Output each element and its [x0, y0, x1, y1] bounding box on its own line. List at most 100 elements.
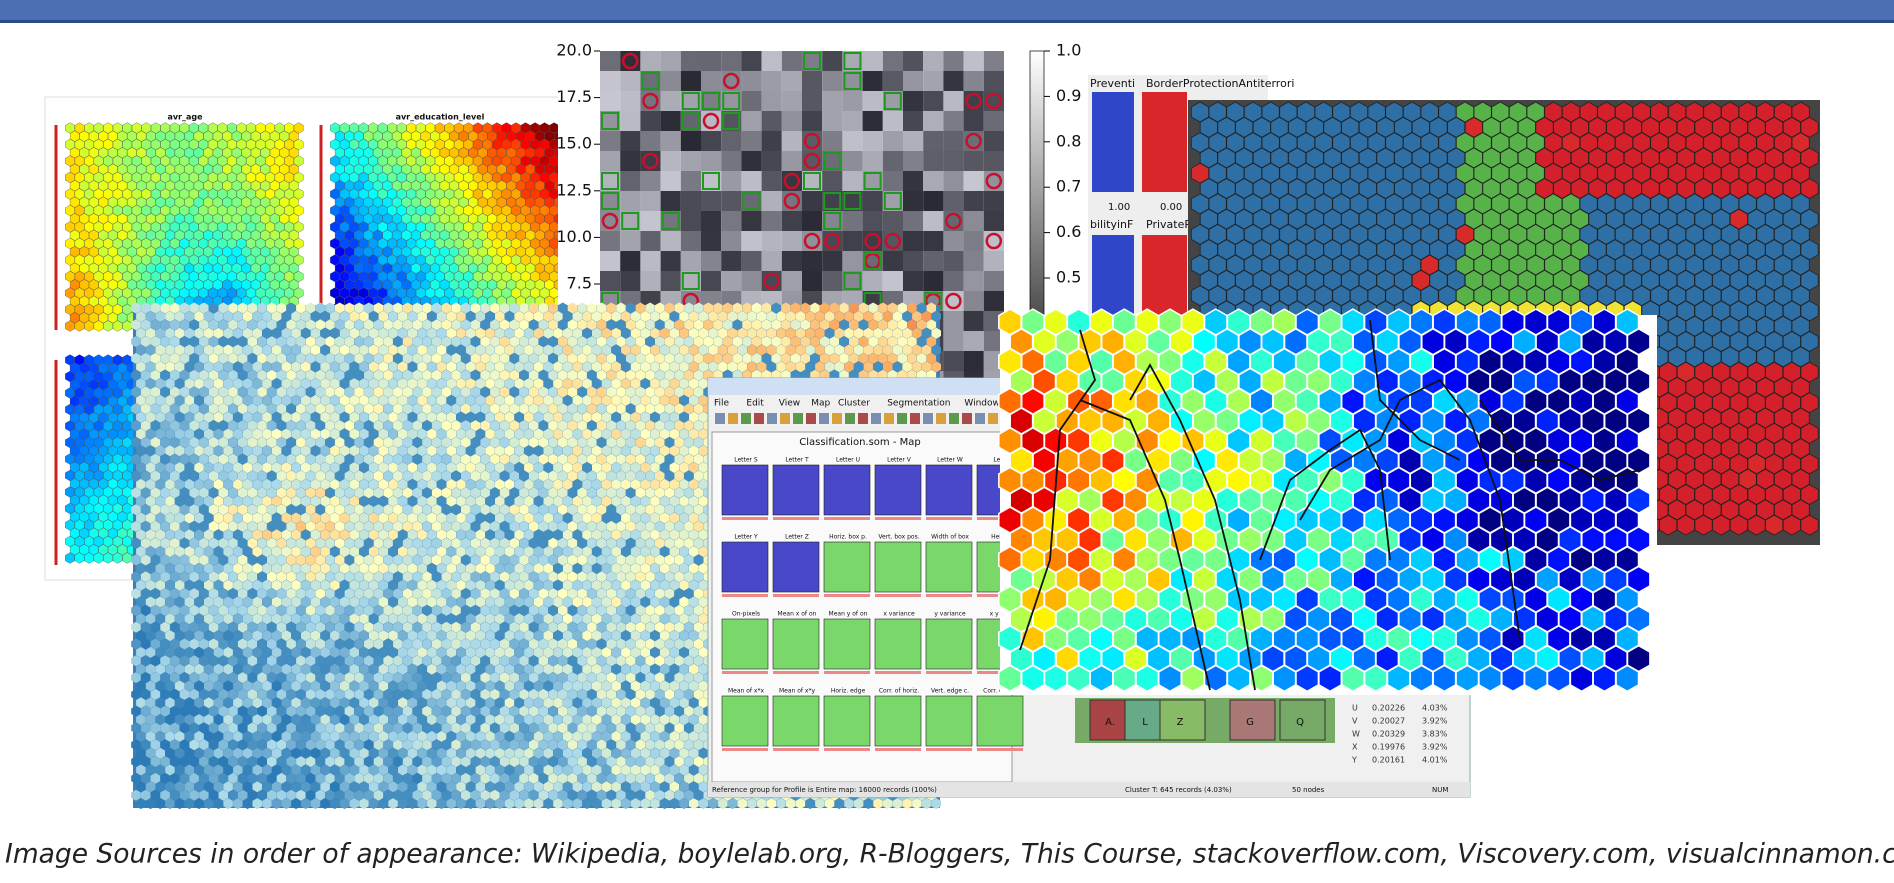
hex-cell: [150, 270, 161, 283]
hex-cell: [265, 188, 275, 200]
heat-cell: [822, 171, 843, 191]
hex-cell: [69, 147, 80, 159]
hex-cell: [122, 204, 132, 217]
hex-cell: [289, 130, 299, 142]
heat-cell: [903, 211, 924, 231]
hex-cell: [289, 229, 299, 241]
hex-cell: [165, 229, 175, 241]
hex-cell: [274, 204, 285, 217]
hex-cell: [179, 254, 190, 266]
hex-cell: [179, 171, 190, 184]
hex-cell: [141, 221, 152, 233]
hex-cell: [231, 163, 242, 175]
hex-cell: [141, 155, 152, 167]
hex-cell: [198, 171, 209, 184]
heat-cell: [620, 151, 641, 171]
hex-cell: [160, 138, 171, 151]
hex-cell: [227, 270, 237, 283]
thumb: [1142, 92, 1187, 192]
hex-cell: [136, 279, 147, 291]
heat-cell: [761, 131, 782, 151]
hex-cell: [274, 155, 285, 167]
hex-cell: [255, 171, 266, 184]
hex-cell: [231, 246, 242, 258]
heat-cell: [761, 171, 782, 191]
hex-cell: [212, 163, 223, 175]
hex-cell: [74, 188, 85, 200]
heat-cell: [721, 151, 742, 171]
hex-cell: [150, 122, 161, 134]
hex-cell: [155, 147, 166, 159]
heat-cell: [600, 251, 621, 271]
hex-cell: [217, 138, 228, 151]
hex-cell: [250, 262, 261, 274]
hex-cell: [112, 188, 123, 200]
label: 0.9: [1056, 86, 1081, 105]
hex-cell: [279, 196, 290, 208]
hex-cell: [184, 213, 194, 225]
heat-cell: [680, 51, 701, 71]
hex-cell: [160, 270, 171, 283]
heat-cell: [882, 211, 903, 231]
hex-cell: [108, 196, 118, 208]
heat-cell: [983, 151, 1004, 171]
hex-cell: [236, 204, 247, 217]
hex-cell: [112, 254, 123, 266]
hex-cell: [212, 213, 223, 225]
hex-cell: [227, 254, 237, 266]
heat-cell: [963, 331, 984, 351]
hex-cell: [217, 188, 228, 200]
label: 12.5: [556, 180, 592, 199]
heat-cell: [701, 151, 722, 171]
hex-cell: [88, 147, 99, 159]
heat-cell: [882, 131, 903, 151]
hex-cell: [184, 130, 194, 142]
hex-cell: [127, 180, 137, 192]
heat-cell: [701, 251, 722, 271]
heat-cell: [620, 191, 641, 211]
heat-cell: [882, 51, 903, 71]
hex-cell: [65, 237, 75, 250]
hex-cell: [117, 147, 128, 159]
hex-cell: [217, 237, 228, 250]
heat-cell: [741, 51, 762, 71]
hex-cell: [255, 122, 266, 134]
hex-cell: [279, 213, 290, 225]
hex-cell: [293, 171, 304, 184]
hex-cell: [193, 213, 204, 225]
hex-cell: [112, 122, 123, 134]
heat-cell: [660, 91, 681, 111]
hex-cell: [289, 262, 299, 274]
hex-cell: [127, 163, 137, 175]
hex-cell: [103, 122, 113, 134]
heat-cell: [963, 351, 984, 371]
hex-cell: [265, 155, 275, 167]
hex-cell: [279, 246, 290, 258]
heat-cell: [781, 151, 802, 171]
hex-cell: [127, 229, 137, 241]
heat-cell: [862, 191, 883, 211]
heat-cell: [660, 51, 681, 71]
hex-grid: [65, 122, 304, 332]
hex-cell: [208, 221, 218, 233]
heat-cell: [923, 91, 944, 111]
heat-cell: [741, 251, 762, 271]
heat-cell: [660, 111, 681, 131]
hex-cell: [212, 196, 223, 208]
hex-cell: [165, 147, 175, 159]
heat-cell: [741, 91, 762, 111]
hex-cell: [279, 262, 290, 274]
hex-cell: [112, 270, 123, 283]
heat-cell: [963, 191, 984, 211]
hex-cell: [174, 246, 185, 258]
hex-cell: [179, 221, 190, 233]
hex-cell: [203, 180, 213, 192]
hex-cell: [93, 171, 104, 184]
heat-cell: [660, 151, 681, 171]
hex-cell: [136, 180, 147, 192]
hex-cell: [69, 180, 80, 192]
hex-cell: [293, 237, 304, 250]
heat-cell: [943, 111, 964, 131]
hex-cell: [217, 204, 228, 217]
hex-cell: [189, 138, 199, 151]
